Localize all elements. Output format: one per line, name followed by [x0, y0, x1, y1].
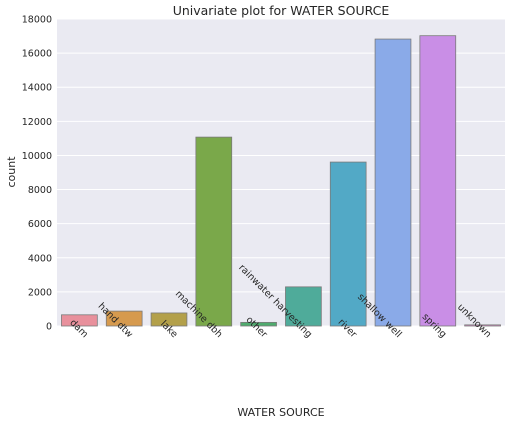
bar-river — [329, 161, 367, 327]
bar-lake — [150, 312, 188, 327]
x-axis-label: WATER SOURCE — [237, 406, 324, 419]
y-tick-label: 18000 — [22, 15, 52, 26]
y-tick-label: 0 — [46, 322, 52, 333]
y-tick-label: 10000 — [22, 151, 52, 162]
y-tick-labels: 0 2000 4000 6000 8000 10000 12000 14000 16000 180… — [22, 15, 52, 333]
bar-unknown — [464, 324, 501, 327]
y-tick-label: 14000 — [22, 83, 52, 94]
bar-spring — [419, 35, 457, 327]
bar-rainwater-harvesting — [285, 286, 322, 327]
bar-shallow-well — [374, 38, 412, 327]
y-tick-label: 2000 — [28, 287, 52, 298]
y-tick-label: 16000 — [22, 49, 52, 60]
y-tick-label: 4000 — [28, 253, 52, 264]
y-axis-label: count — [5, 156, 18, 188]
y-tick-label: 12000 — [22, 117, 52, 128]
bar-machine-dbh — [195, 136, 233, 327]
bar-hand-dtw — [105, 310, 143, 327]
bars — [61, 35, 501, 327]
bar-dam — [61, 314, 98, 327]
bar-other — [240, 321, 277, 327]
y-tick-label: 6000 — [28, 219, 52, 230]
chart-title: Univariate plot for WATER SOURCE — [173, 3, 390, 18]
y-tick-label: 8000 — [28, 185, 52, 196]
